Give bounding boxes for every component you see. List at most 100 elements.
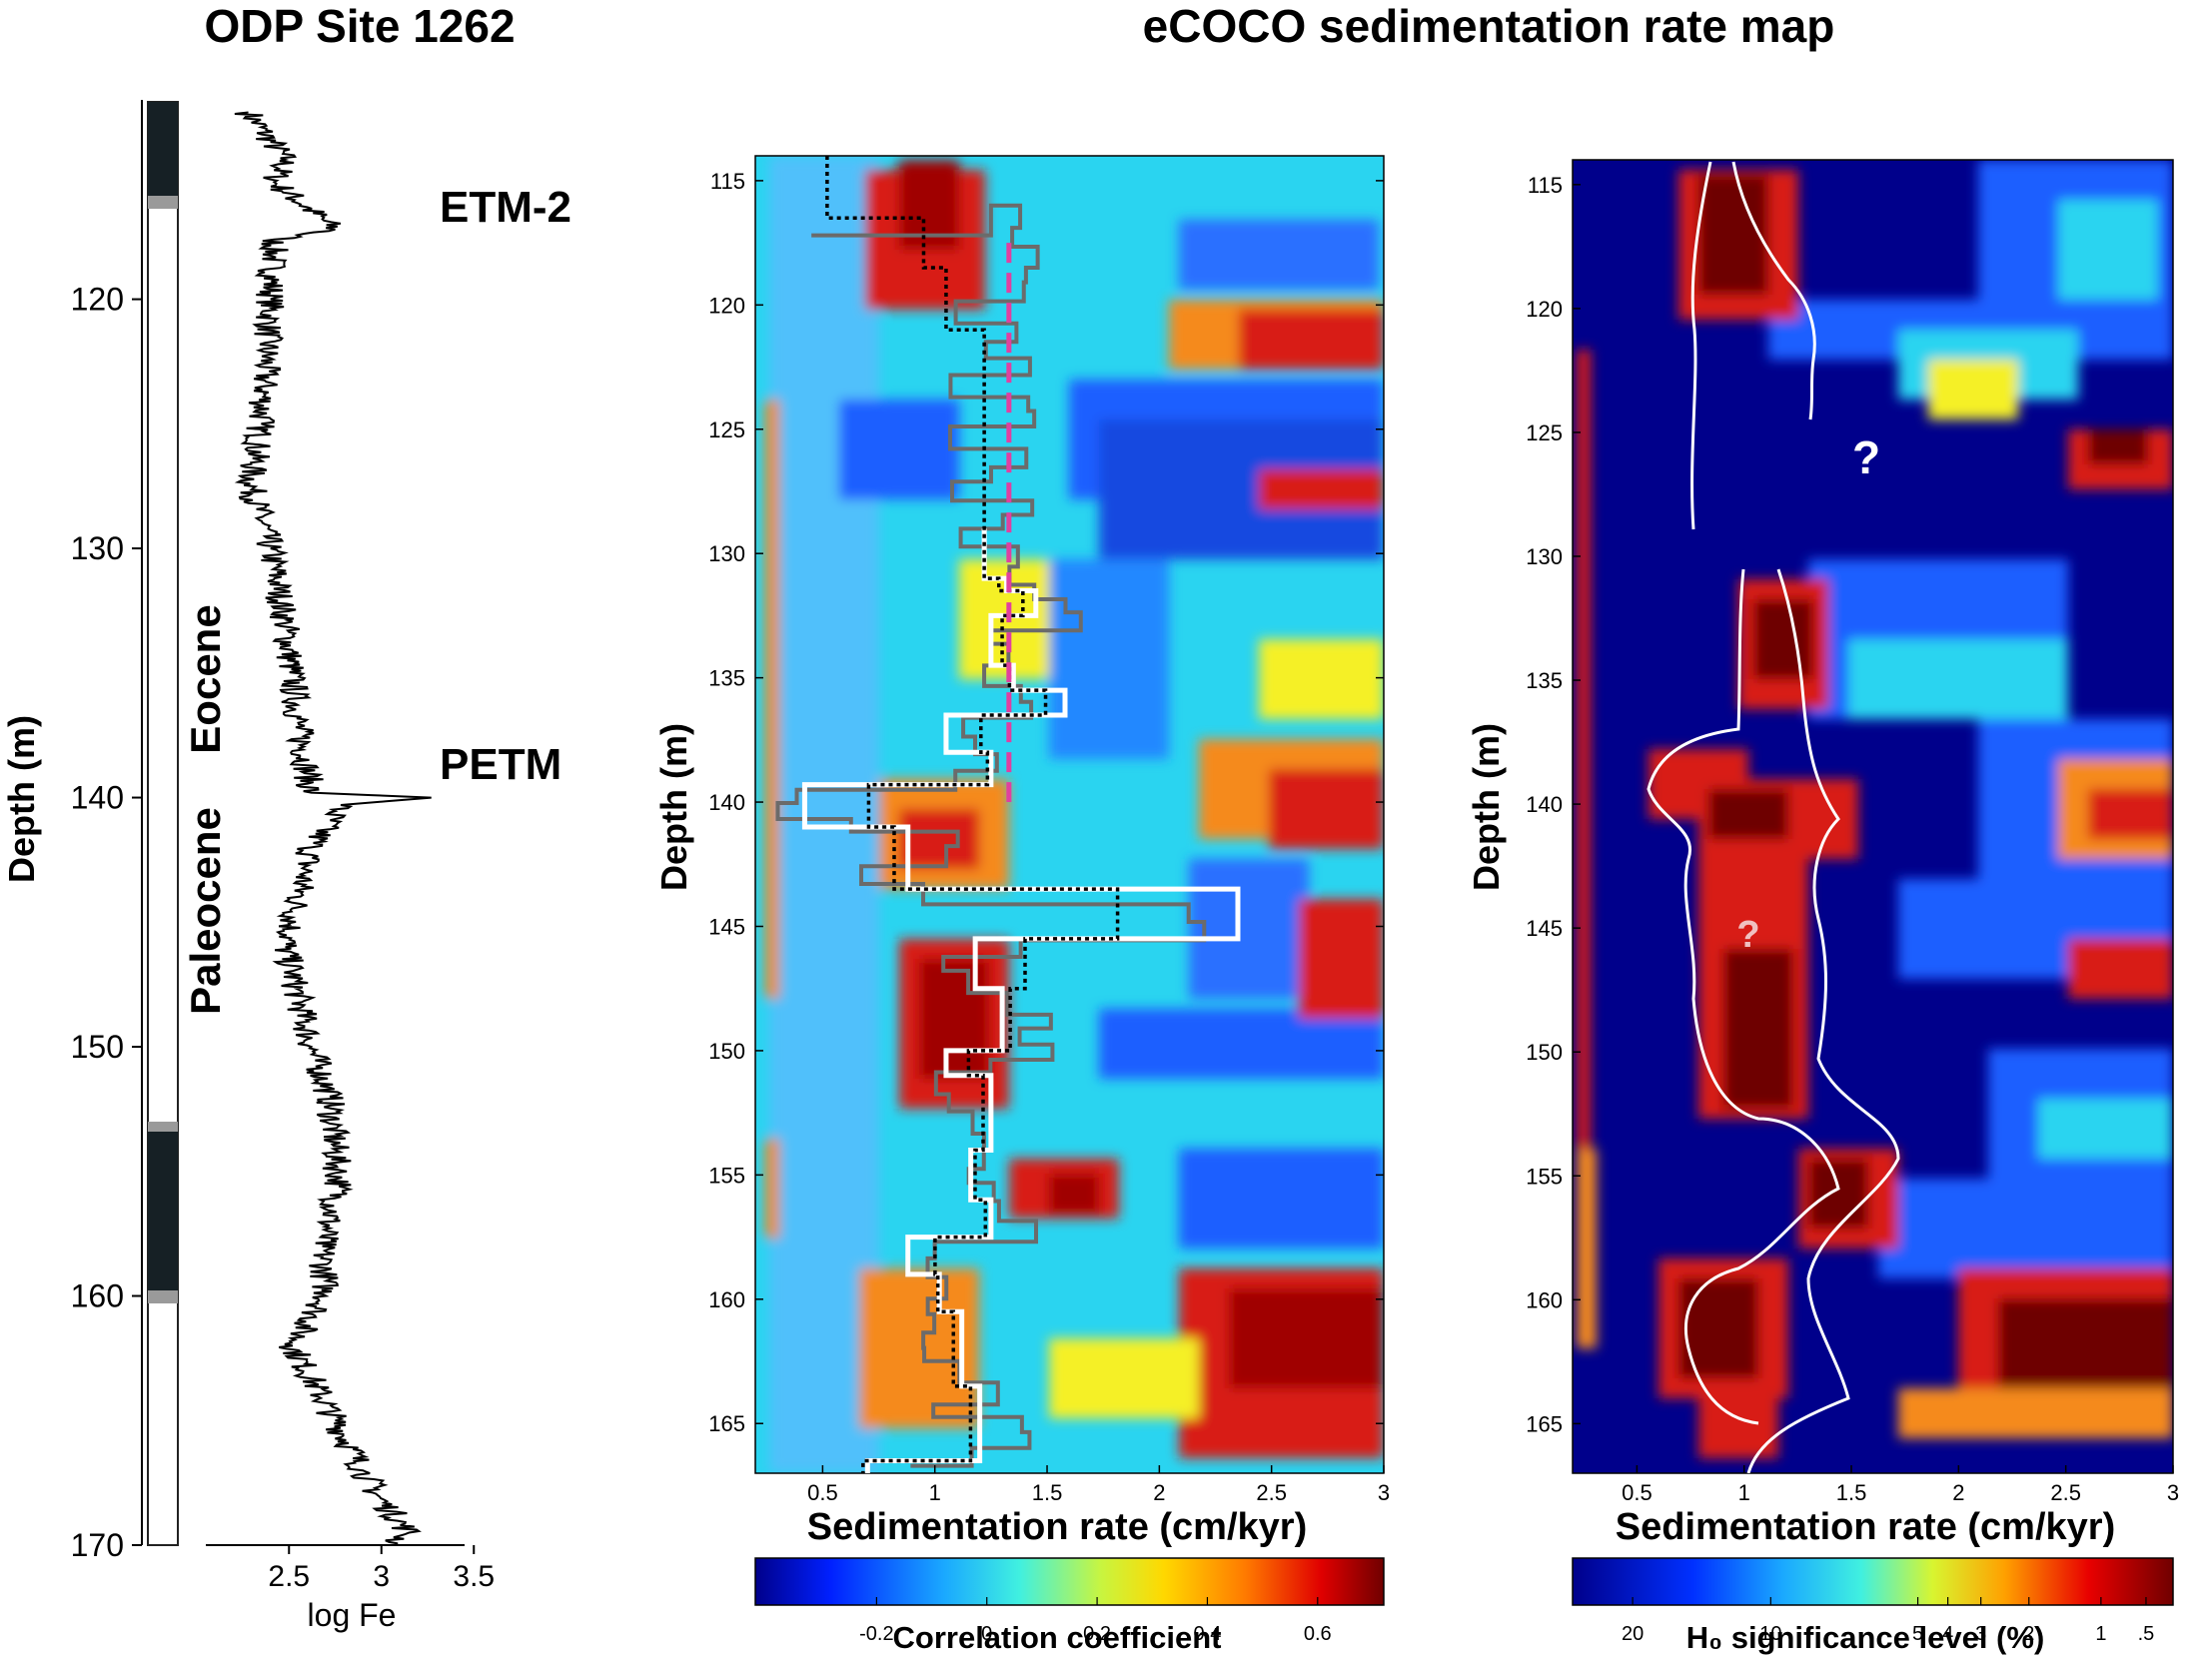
log-fe-panel: 120 130 140 150 160 170 2.5 3 3.5 Depth (m) log… [1,100,571,1633]
correlation-x-tick-label: 2.5 [1256,1480,1287,1505]
correlation-map-frame [754,155,1385,1474]
significance-x-axis-label: Sedimentation rate (cm/kyr) [1616,1506,2115,1548]
significance-y-tick-label: 135 [1526,668,1563,693]
left-y-tick-label: 140 [71,780,124,816]
significance-colorbar-tick-label: 2 [2023,1623,2034,1645]
correlation-y-axis-label: Depth (m) [653,723,694,891]
epoch-label-paleocene: Paleocene [182,807,229,1015]
significance-colorbar-tick-label: 5 [1912,1623,1923,1645]
right-panel-title: eCOCO sedimentation rate map [1143,0,1835,52]
significance-x-ticks: 0.5 1 1.5 2 2.5 3 [1622,1465,2179,1505]
significance-y-tick-label: 130 [1526,544,1563,569]
correlation-colorbar-ticks: -0.2 0 0.2 0.4 0.6 [859,1597,1332,1645]
significance-y-ticks: 115 120 125 130 135 140 145 150 155 160 165 [1526,173,1581,1436]
correlation-colorbar-tick-label: 0 [981,1623,992,1645]
correlation-y-ticks: 115 120 125 130 135 140 145 150 155 160 165 [708,169,1384,1436]
correlation-x-axis-label: Sedimentation rate (cm/kyr) [807,1506,1307,1548]
correlation-map-field [765,156,1384,1473]
question-marks: ?? [1736,431,1880,956]
significance-y-tick-label: 145 [1526,916,1563,941]
correlation-y-tick-label: 120 [708,293,745,318]
left-y-ticks: 120 130 140 150 160 170 [71,282,142,1563]
significance-contour-mid-right [1746,568,1900,1473]
significance-contour-mid-left [1647,568,1840,1425]
significance-colorbar-tick-label: 3 [1975,1623,1986,1645]
significance-x-tick-label: 0.5 [1622,1480,1653,1505]
correlation-colorbar-tick-label: 0.4 [1194,1623,1222,1645]
left-x-tick-label: 3 [373,1560,390,1593]
left-y-tick-label: 130 [71,530,124,566]
significance-map-field [1577,160,2173,1458]
significance-x-tick-label: 3 [2167,1480,2179,1505]
left-y-axis-label: Depth (m) [1,715,42,883]
significance-colorbar [1572,1557,2174,1606]
significance-colorbar-tick-label: 20 [1622,1623,1644,1645]
left-x-ticks: 2.5 3 3.5 [268,1545,495,1593]
dotted-step-curve [825,156,1120,1473]
correlation-x-tick-label: 1 [929,1480,941,1505]
significance-colorbar-tick-label: 1 [2095,1623,2106,1645]
question-mark-label: ? [1736,914,1759,956]
strat-gray-band-lower-b [148,1290,178,1303]
correlation-y-tick-label: 155 [708,1163,745,1188]
significance-y-tick-label: 160 [1526,1287,1563,1312]
significance-y-tick-label: 115 [1528,173,1563,198]
left-panel-title: ODP Site 1262 [204,0,515,52]
significance-y-tick-label: 165 [1526,1411,1563,1436]
correlation-y-tick-label: 135 [708,666,745,691]
significance-y-axis-label: Depth (m) [1466,723,1507,891]
significance-colorbar-tick-label: .5 [2138,1623,2155,1645]
significance-colorbar-ticks: 20 10 5 4 3 2 1 .5 [1622,1597,2154,1645]
correlation-y-tick-label: 150 [708,1039,745,1064]
correlation-colorbar [754,1557,1385,1606]
significance-y-tick-label: 140 [1526,792,1563,817]
correlation-y-tick-label: 125 [708,417,745,442]
correlation-y-tick-label: 140 [708,790,745,815]
left-y-tick-label: 120 [71,282,124,318]
left-x-axis-label: log Fe [308,1597,397,1633]
correlation-map-panel: 115 120 125 130 135 140 145 150 155 160 165 0.5 1 1.… [653,155,1390,1655]
annotation-petm: PETM [440,740,561,789]
significance-x-tick-label: 1 [1738,1480,1750,1505]
correlation-x-tick-label: 1.5 [1032,1480,1063,1505]
correlation-y-tick-label: 160 [708,1287,745,1312]
significance-x-tick-label: 2.5 [2050,1480,2081,1505]
significance-y-tick-label: 125 [1526,420,1563,445]
annotation-etm2: ETM-2 [440,183,571,232]
correlation-x-tick-label: 2 [1153,1480,1165,1505]
strat-black-band-top [148,102,178,196]
left-y-tick-label: 160 [71,1278,124,1314]
significance-y-tick-label: 155 [1526,1164,1563,1189]
strat-gray-band-top [148,196,178,209]
significance-x-tick-label: 2 [1952,1480,1964,1505]
log-fe-series-line [234,111,432,1546]
correlation-colorbar-tick-label: 0.6 [1304,1623,1332,1645]
correlation-y-tick-label: 165 [708,1411,745,1436]
significance-y-tick-label: 120 [1526,297,1563,322]
question-mark-label: ? [1852,431,1880,483]
correlation-x-tick-label: 0.5 [807,1480,838,1505]
left-y-tick-label: 170 [71,1527,124,1563]
significance-colorbar-tick-label: 10 [1759,1623,1781,1645]
correlation-colorbar-tick-label: 0.2 [1083,1623,1111,1645]
left-x-tick-label: 3.5 [453,1560,495,1593]
left-y-tick-label: 150 [71,1029,124,1065]
strat-column [147,101,179,1546]
strat-gray-band-lower-a [148,1122,178,1132]
left-x-tick-label: 2.5 [268,1560,310,1593]
strat-black-band-lower [148,1132,178,1290]
significance-contour-upper-right [1731,161,1816,420]
epoch-label-eocene: Eocene [182,604,229,753]
correlation-y-tick-label: 115 [710,169,745,194]
significance-colorbar-label: H₀ significance level (%) [1686,1620,2045,1655]
significance-colorbar-tick-label: 4 [1942,1623,1953,1645]
significance-map-frame [1572,159,2174,1474]
correlation-colorbar-tick-label: -0.2 [859,1623,893,1645]
correlation-y-tick-label: 145 [708,914,745,939]
significance-x-tick-label: 1.5 [1836,1480,1867,1505]
significance-contour-upper-left [1690,161,1712,530]
significance-y-tick-label: 150 [1526,1040,1563,1065]
correlation-x-ticks: 0.5 1 1.5 2 2.5 3 [807,1465,1390,1505]
